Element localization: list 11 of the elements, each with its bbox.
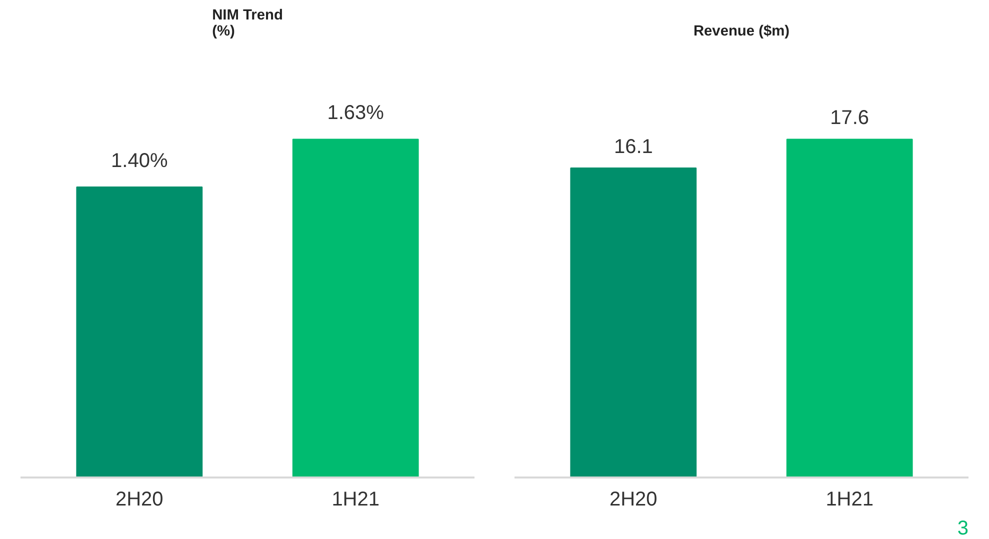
data-label: 1.63% (327, 102, 384, 124)
data-label: 16.1 (614, 136, 653, 158)
chart-title: NIM Trend (%) (212, 8, 283, 40)
data-label: 1.40% (111, 150, 168, 172)
data-label: 17.6 (830, 107, 870, 130)
x-tick-label: 2H20 (610, 488, 658, 510)
chart-title: Revenue ($m) (693, 24, 790, 40)
x-tick-label: 2H20 (116, 488, 164, 510)
text: 3 (957, 518, 968, 539)
x-tick-label: 1H21 (826, 488, 874, 510)
x-tick-label: 1H21 (332, 488, 380, 510)
